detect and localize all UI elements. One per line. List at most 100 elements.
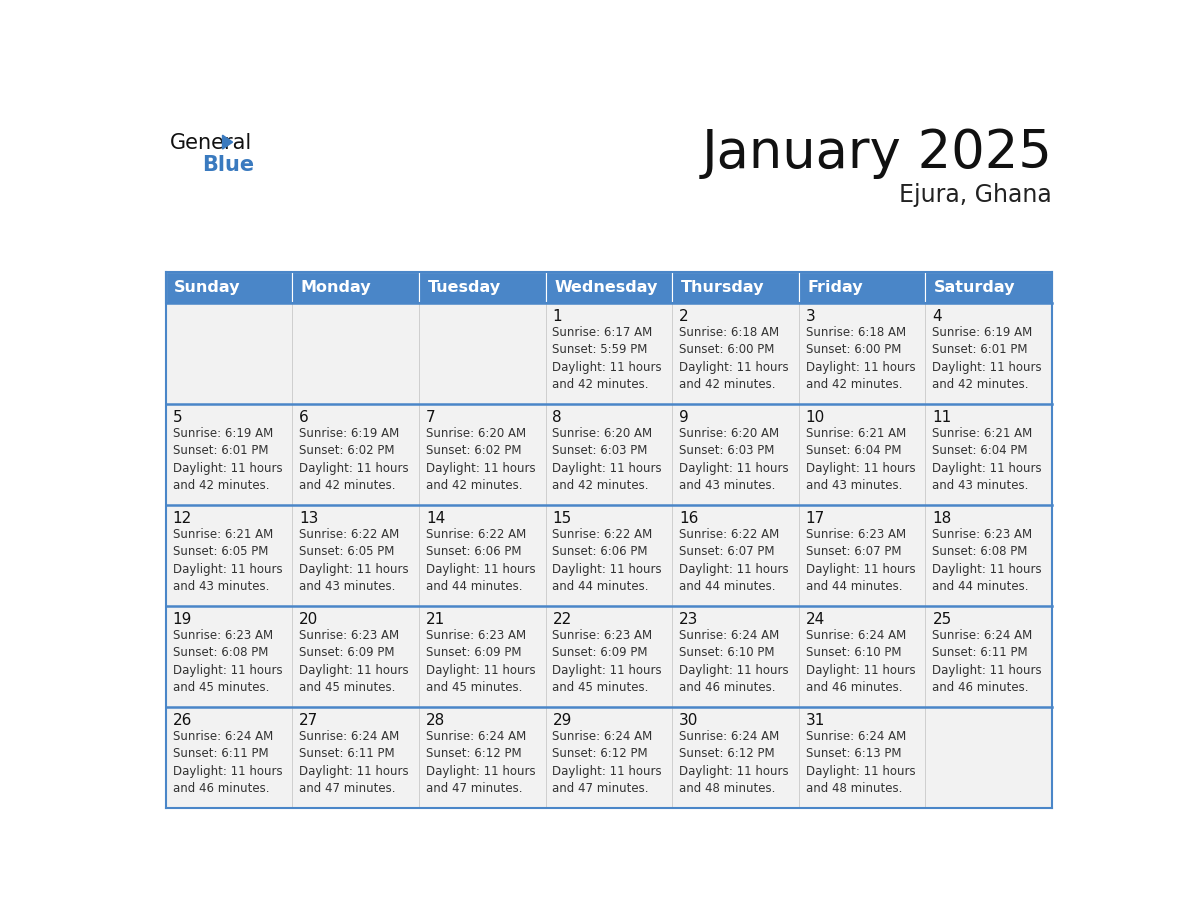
Text: Sunrise: 6:24 AM
Sunset: 6:11 PM
Daylight: 11 hours
and 47 minutes.: Sunrise: 6:24 AM Sunset: 6:11 PM Dayligh… [299, 730, 409, 795]
Text: Sunrise: 6:20 AM
Sunset: 6:02 PM
Daylight: 11 hours
and 42 minutes.: Sunrise: 6:20 AM Sunset: 6:02 PM Dayligh… [425, 427, 536, 492]
Text: 29: 29 [552, 713, 571, 728]
Text: 25: 25 [933, 612, 952, 627]
Bar [545, 303, 672, 404]
Bar [165, 505, 292, 606]
Text: Sunrise: 6:24 AM
Sunset: 6:12 PM
Daylight: 11 hours
and 48 minutes.: Sunrise: 6:24 AM Sunset: 6:12 PM Dayligh… [680, 730, 789, 795]
Bar [798, 606, 925, 707]
Text: Monday: Monday [301, 280, 372, 295]
Text: Sunrise: 6:18 AM
Sunset: 6:00 PM
Daylight: 11 hours
and 42 minutes.: Sunrise: 6:18 AM Sunset: 6:00 PM Dayligh… [805, 326, 916, 391]
Text: Sunrise: 6:23 AM
Sunset: 6:09 PM
Daylight: 11 hours
and 45 minutes.: Sunrise: 6:23 AM Sunset: 6:09 PM Dayligh… [552, 629, 662, 694]
Text: 5: 5 [172, 409, 182, 425]
Bar [165, 707, 292, 808]
Text: Sunrise: 6:22 AM
Sunset: 6:06 PM
Daylight: 11 hours
and 44 minutes.: Sunrise: 6:22 AM Sunset: 6:06 PM Dayligh… [425, 528, 536, 593]
Text: 16: 16 [680, 511, 699, 526]
Bar [925, 707, 1053, 808]
Text: January 2025: January 2025 [701, 127, 1053, 179]
Bar [419, 707, 545, 808]
Text: 22: 22 [552, 612, 571, 627]
Bar [798, 272, 925, 303]
Bar [672, 303, 798, 404]
Text: Friday: Friday [808, 280, 862, 295]
Text: Sunrise: 6:23 AM
Sunset: 6:09 PM
Daylight: 11 hours
and 45 minutes.: Sunrise: 6:23 AM Sunset: 6:09 PM Dayligh… [299, 629, 409, 694]
Text: 19: 19 [172, 612, 192, 627]
Bar [545, 707, 672, 808]
Bar [292, 272, 419, 303]
Text: Sunrise: 6:20 AM
Sunset: 6:03 PM
Daylight: 11 hours
and 42 minutes.: Sunrise: 6:20 AM Sunset: 6:03 PM Dayligh… [552, 427, 662, 492]
Bar [165, 272, 1053, 303]
Text: 23: 23 [680, 612, 699, 627]
Text: 21: 21 [425, 612, 446, 627]
Bar [672, 606, 798, 707]
Bar [292, 707, 419, 808]
Text: 8: 8 [552, 409, 562, 425]
Bar [798, 707, 925, 808]
Text: Sunrise: 6:21 AM
Sunset: 6:05 PM
Daylight: 11 hours
and 43 minutes.: Sunrise: 6:21 AM Sunset: 6:05 PM Dayligh… [172, 528, 282, 593]
Bar [798, 505, 925, 606]
Text: 15: 15 [552, 511, 571, 526]
Text: Sunrise: 6:22 AM
Sunset: 6:07 PM
Daylight: 11 hours
and 44 minutes.: Sunrise: 6:22 AM Sunset: 6:07 PM Dayligh… [680, 528, 789, 593]
Text: 13: 13 [299, 511, 318, 526]
Text: Tuesday: Tuesday [428, 280, 500, 295]
Bar [925, 272, 1053, 303]
Bar [798, 303, 925, 404]
Text: 6: 6 [299, 409, 309, 425]
Text: 24: 24 [805, 612, 824, 627]
Bar [672, 505, 798, 606]
Text: 14: 14 [425, 511, 446, 526]
Text: Sunday: Sunday [175, 280, 241, 295]
Text: Sunrise: 6:19 AM
Sunset: 6:02 PM
Daylight: 11 hours
and 42 minutes.: Sunrise: 6:19 AM Sunset: 6:02 PM Dayligh… [299, 427, 409, 492]
Text: Sunrise: 6:23 AM
Sunset: 6:08 PM
Daylight: 11 hours
and 45 minutes.: Sunrise: 6:23 AM Sunset: 6:08 PM Dayligh… [172, 629, 282, 694]
Text: Sunrise: 6:23 AM
Sunset: 6:09 PM
Daylight: 11 hours
and 45 minutes.: Sunrise: 6:23 AM Sunset: 6:09 PM Dayligh… [425, 629, 536, 694]
Text: 26: 26 [172, 713, 192, 728]
Text: 11: 11 [933, 409, 952, 425]
Bar [419, 404, 545, 505]
Text: Sunrise: 6:24 AM
Sunset: 6:11 PM
Daylight: 11 hours
and 46 minutes.: Sunrise: 6:24 AM Sunset: 6:11 PM Dayligh… [172, 730, 282, 795]
Text: Sunrise: 6:21 AM
Sunset: 6:04 PM
Daylight: 11 hours
and 43 minutes.: Sunrise: 6:21 AM Sunset: 6:04 PM Dayligh… [805, 427, 916, 492]
Bar [545, 606, 672, 707]
Text: 28: 28 [425, 713, 446, 728]
Text: Sunrise: 6:24 AM
Sunset: 6:11 PM
Daylight: 11 hours
and 46 minutes.: Sunrise: 6:24 AM Sunset: 6:11 PM Dayligh… [933, 629, 1042, 694]
Bar [165, 272, 292, 303]
Text: Sunrise: 6:21 AM
Sunset: 6:04 PM
Daylight: 11 hours
and 43 minutes.: Sunrise: 6:21 AM Sunset: 6:04 PM Dayligh… [933, 427, 1042, 492]
Bar [672, 404, 798, 505]
Bar [545, 505, 672, 606]
Bar [419, 272, 545, 303]
Text: Sunrise: 6:23 AM
Sunset: 6:07 PM
Daylight: 11 hours
and 44 minutes.: Sunrise: 6:23 AM Sunset: 6:07 PM Dayligh… [805, 528, 916, 593]
Text: 30: 30 [680, 713, 699, 728]
Text: Ejura, Ghana: Ejura, Ghana [899, 183, 1053, 207]
Bar [165, 606, 292, 707]
Text: 20: 20 [299, 612, 318, 627]
Text: Sunrise: 6:19 AM
Sunset: 6:01 PM
Daylight: 11 hours
and 42 minutes.: Sunrise: 6:19 AM Sunset: 6:01 PM Dayligh… [172, 427, 282, 492]
Bar [672, 272, 798, 303]
Text: 12: 12 [172, 511, 191, 526]
Text: Sunrise: 6:19 AM
Sunset: 6:01 PM
Daylight: 11 hours
and 42 minutes.: Sunrise: 6:19 AM Sunset: 6:01 PM Dayligh… [933, 326, 1042, 391]
Text: Sunrise: 6:22 AM
Sunset: 6:05 PM
Daylight: 11 hours
and 43 minutes.: Sunrise: 6:22 AM Sunset: 6:05 PM Dayligh… [299, 528, 409, 593]
Text: 18: 18 [933, 511, 952, 526]
Bar [925, 606, 1053, 707]
Bar [925, 505, 1053, 606]
Bar [292, 606, 419, 707]
Polygon shape [222, 135, 233, 149]
Text: 10: 10 [805, 409, 824, 425]
Text: 9: 9 [680, 409, 689, 425]
Text: Sunrise: 6:20 AM
Sunset: 6:03 PM
Daylight: 11 hours
and 43 minutes.: Sunrise: 6:20 AM Sunset: 6:03 PM Dayligh… [680, 427, 789, 492]
Bar [545, 404, 672, 505]
Text: Sunrise: 6:17 AM
Sunset: 5:59 PM
Daylight: 11 hours
and 42 minutes.: Sunrise: 6:17 AM Sunset: 5:59 PM Dayligh… [552, 326, 662, 391]
Text: Thursday: Thursday [681, 280, 764, 295]
Text: Sunrise: 6:24 AM
Sunset: 6:12 PM
Daylight: 11 hours
and 47 minutes.: Sunrise: 6:24 AM Sunset: 6:12 PM Dayligh… [552, 730, 662, 795]
Bar [925, 303, 1053, 404]
Text: 31: 31 [805, 713, 826, 728]
Bar [419, 303, 545, 404]
Bar [292, 505, 419, 606]
Text: 4: 4 [933, 308, 942, 324]
Text: Sunrise: 6:24 AM
Sunset: 6:12 PM
Daylight: 11 hours
and 47 minutes.: Sunrise: 6:24 AM Sunset: 6:12 PM Dayligh… [425, 730, 536, 795]
Text: 2: 2 [680, 308, 689, 324]
Text: Sunrise: 6:24 AM
Sunset: 6:10 PM
Daylight: 11 hours
and 46 minutes.: Sunrise: 6:24 AM Sunset: 6:10 PM Dayligh… [680, 629, 789, 694]
Text: 27: 27 [299, 713, 318, 728]
Text: 17: 17 [805, 511, 824, 526]
Bar [419, 505, 545, 606]
Bar [545, 272, 672, 303]
Bar [925, 404, 1053, 505]
Bar [165, 303, 292, 404]
Text: 1: 1 [552, 308, 562, 324]
